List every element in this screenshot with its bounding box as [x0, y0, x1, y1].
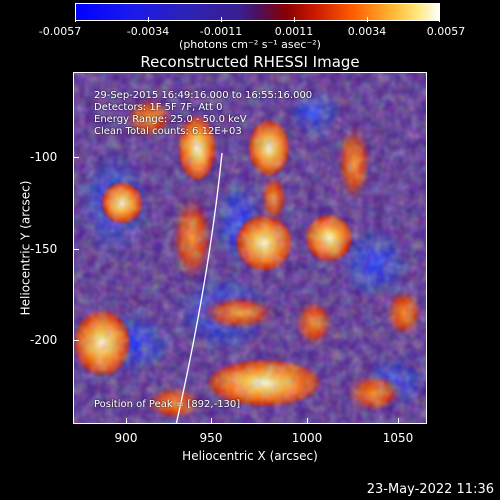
x-axis-label: Heliocentric X (arcsec) — [182, 449, 318, 463]
info-clean-counts: Clean Total counts: 6.12E+03 — [94, 126, 242, 137]
x-tick-label: 900 — [114, 431, 138, 445]
info-energy-range: Energy Range: 25.0 - 50.0 keV — [94, 114, 247, 125]
image-svg — [74, 73, 426, 423]
x-tick-label: 1000 — [291, 431, 323, 445]
colorbar-tick: 0.0057 — [426, 25, 466, 38]
rhessi-image: 29-Sep-2015 16:49:16.000 to 16:55:16.000… — [73, 72, 427, 424]
x-tick-label: 950 — [199, 431, 223, 445]
y-tick-label: -150 — [30, 242, 58, 256]
y-tick-label: -200 — [30, 333, 58, 347]
colorbar-tick: -0.0057 — [38, 25, 82, 38]
colorbar-tick: -0.0034 — [126, 25, 170, 38]
info-time-range: 29-Sep-2015 16:49:16.000 to 16:55:16.000 — [94, 90, 313, 101]
colorbar-tick: 0.0034 — [347, 25, 387, 38]
colorbar-tick: -0.0011 — [199, 25, 243, 38]
y-tick-label: -100 — [30, 150, 58, 164]
date-stamp: 23-May-2022 11:36 — [366, 482, 494, 497]
info-detectors: Detectors: 1F 5F 7F, Att 0 — [94, 102, 223, 113]
colorbar-tick: 0.0011 — [274, 25, 314, 38]
y-axis-label: Heliocentric Y (arcsec) — [18, 180, 33, 316]
colorbar-units: (photons cm⁻² s⁻¹ asec⁻²) — [179, 38, 321, 51]
info-peak-position: Position of Peak = [892,-130] — [94, 399, 241, 410]
x-tick-label: 1050 — [382, 431, 414, 445]
solar-limb — [175, 152, 223, 423]
colorbar — [75, 3, 440, 21]
plot-title: Reconstructed RHESSI Image — [140, 53, 360, 71]
